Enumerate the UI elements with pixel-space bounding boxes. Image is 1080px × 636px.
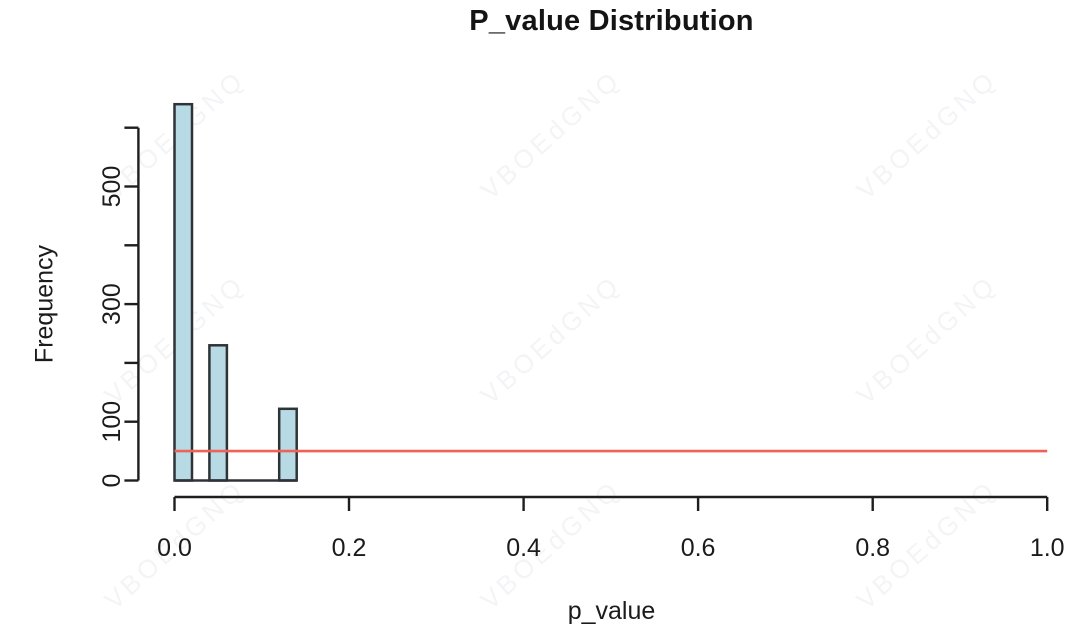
y-tick-label: 100 <box>98 401 126 443</box>
x-tick-label: 0.6 <box>681 534 716 562</box>
y-tick-label: 0 <box>98 474 126 488</box>
chart-title: P_value Distribution <box>469 5 754 37</box>
x-tick-label: 0.4 <box>506 534 541 562</box>
x-axis-label: p_value <box>567 597 656 625</box>
histogram-bar <box>208 344 229 482</box>
x-tick-label: 0.2 <box>332 534 367 562</box>
y-tick-label: 300 <box>98 283 126 325</box>
x-tick-label: 0.0 <box>157 534 192 562</box>
x-tick-label: 1.0 <box>1030 534 1065 562</box>
y-tick-label: 500 <box>98 166 126 208</box>
histogram-bar <box>173 102 194 482</box>
x-tick-label: 0.8 <box>855 534 890 562</box>
histogram-bar <box>277 407 298 482</box>
